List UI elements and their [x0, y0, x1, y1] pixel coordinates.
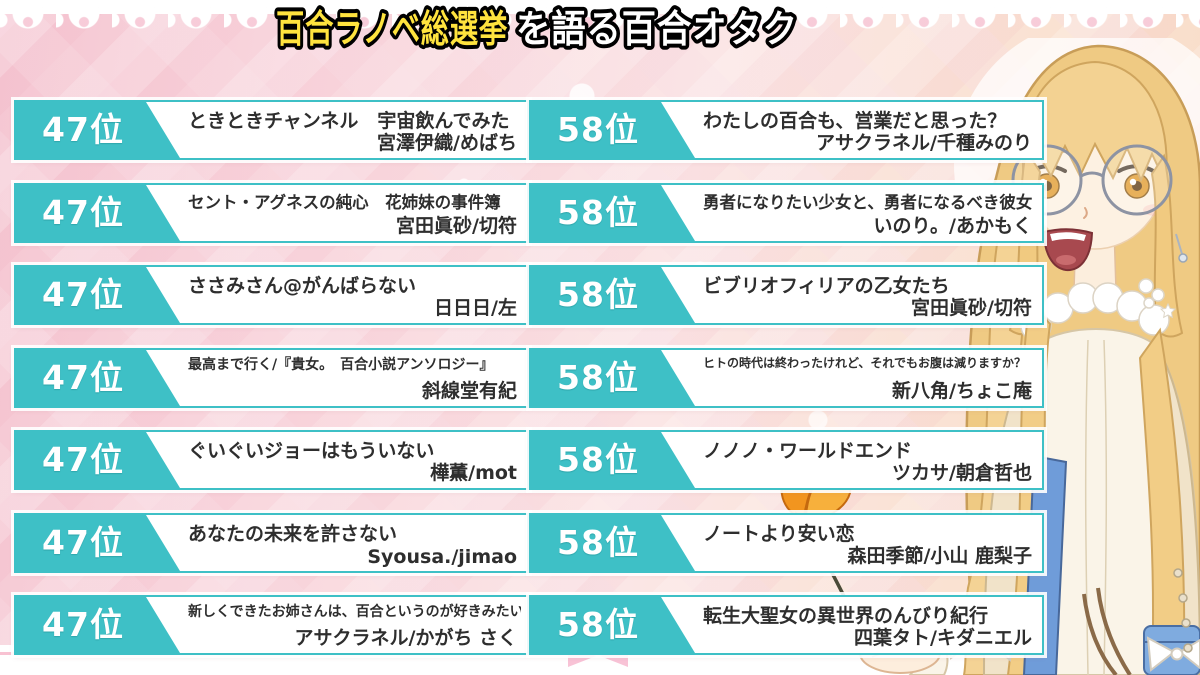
title-highlight: 百合ラノベ総選挙 — [276, 7, 508, 51]
ranking-entry: 47位 あなたの未来を許さない Syousa./jimao — [14, 513, 529, 573]
rank-badge: 47位 — [16, 267, 180, 323]
book-author: 四葉タト/キダニエル — [854, 627, 1032, 649]
book-title: ぐいぐいジョーはもういない — [188, 440, 435, 462]
rank-badge: 58位 — [531, 185, 695, 241]
ranking-entry: 58位 ノートより安い恋 森田季節/小山 鹿梨子 — [529, 513, 1044, 573]
book-title: 最高まで行く/『貴女。 百合小説アンソロジー』 — [188, 357, 494, 373]
page-title: 百合ラノベ総選挙 を語る百合オタク — [272, 3, 801, 55]
book-title: 新しくできたお姉さんは、百合というのが好きみたい — [188, 604, 521, 620]
book-title: 勇者になりたい少女と、勇者になるべき彼女 — [703, 193, 1033, 212]
book-title: ときときチャンネル 宇宙飲んでみた — [188, 110, 510, 132]
book-title: あなたの未来を許さない — [188, 523, 398, 545]
ranking-entry: 58位 ノノノ・ワールドエンド ツカサ/朝倉哲也 — [529, 430, 1044, 490]
ranking-entry: 58位 転生大聖女の異世界のんびり紀行 四葉タト/キダニエル — [529, 595, 1044, 655]
book-title: セント・アグネスの純心 花姉妹の事件簿 — [188, 193, 501, 212]
rank-badge: 58位 — [531, 102, 695, 158]
book-author: アサクラネル/かがち さく — [294, 627, 517, 649]
title-suffix: を語る百合オタク — [516, 7, 798, 51]
book-author: 宮田眞砂/切符 — [396, 215, 517, 237]
book-author: ツカサ/朝倉哲也 — [892, 462, 1032, 484]
book-title: ささみさん@がんばらない — [188, 275, 417, 297]
ranking-entry: 47位 最高まで行く/『貴女。 百合小説アンソロジー』 斜線堂有紀 — [14, 348, 529, 408]
rank-badge: 47位 — [16, 597, 180, 653]
book-author: 樺薫/mot — [430, 462, 517, 484]
rank-badge: 58位 — [531, 597, 695, 653]
rank-badge: 47位 — [16, 102, 180, 158]
ranking-entry: 47位 ささみさん@がんばらない 日日日/左 — [14, 265, 529, 325]
book-author: 宮澤伊織/めばち — [377, 132, 517, 154]
book-title: 転生大聖女の異世界のんびり紀行 — [703, 605, 989, 627]
rank-badge: 47位 — [16, 515, 180, 571]
book-title: わたしの百合も、営業だと思った？ — [703, 110, 1007, 132]
ranking-entry: 47位 ときときチャンネル 宇宙飲んでみた 宮澤伊織/めばち — [14, 100, 529, 160]
rank-badge: 58位 — [531, 432, 695, 488]
book-author: いのり。/あかもく — [873, 215, 1032, 237]
book-author: アサクラネル/千種みのり — [816, 132, 1032, 154]
rank-badge: 47位 — [16, 185, 180, 241]
book-title: ノノノ・ワールドエンド — [703, 440, 913, 462]
ranking-entry: 58位 勇者になりたい少女と、勇者になるべき彼女 いのり。/あかもく — [529, 183, 1044, 243]
lace-border-top — [0, 0, 1200, 36]
ranking-entry: 58位 ビブリオフィリアの乙女たち 宮田眞砂/切符 — [529, 265, 1044, 325]
rank-badge: 47位 — [16, 350, 180, 406]
book-author: 斜線堂有紀 — [421, 380, 517, 402]
rank-badge: 58位 — [531, 350, 695, 406]
ranking-entry: 47位 セント・アグネスの純心 花姉妹の事件簿 宮田眞砂/切符 — [14, 183, 529, 243]
ranking-entry: 47位 新しくできたお姉さんは、百合というのが好きみたい アサクラネル/かがち … — [14, 595, 529, 655]
hair-flower-icon — [1138, 278, 1177, 319]
book-author: 日日日/左 — [434, 297, 517, 319]
collar-frills — [1020, 282, 1170, 342]
book-title: ヒトの時代は終わったけれど、それでもお腹は減りますか？ — [703, 356, 1027, 370]
book-title: ノートより安い恋 — [703, 523, 855, 545]
book-author: 新八角/ちょこ庵 — [892, 380, 1032, 402]
book-title: ビブリオフィリアの乙女たち — [703, 275, 950, 297]
book-author: Syousa./jimao — [367, 546, 517, 568]
book-author: 宮田眞砂/切符 — [911, 297, 1032, 319]
rank-badge: 47位 — [16, 432, 180, 488]
book-author: 森田季節/小山 鹿梨子 — [847, 545, 1032, 567]
ranking-entry: 47位 ぐいぐいジョーはもういない 樺薫/mot — [14, 430, 529, 490]
bead-chain — [1173, 568, 1193, 653]
rank-badge: 58位 — [531, 267, 695, 323]
rank-badge: 58位 — [531, 515, 695, 571]
ranking-entry: 58位 わたしの百合も、営業だと思った？ アサクラネル/千種みのり — [529, 100, 1044, 160]
ranking-entry: 58位 ヒトの時代は終わったけれど、それでもお腹は減りますか？ 新八角/ちょこ庵 — [529, 348, 1044, 408]
